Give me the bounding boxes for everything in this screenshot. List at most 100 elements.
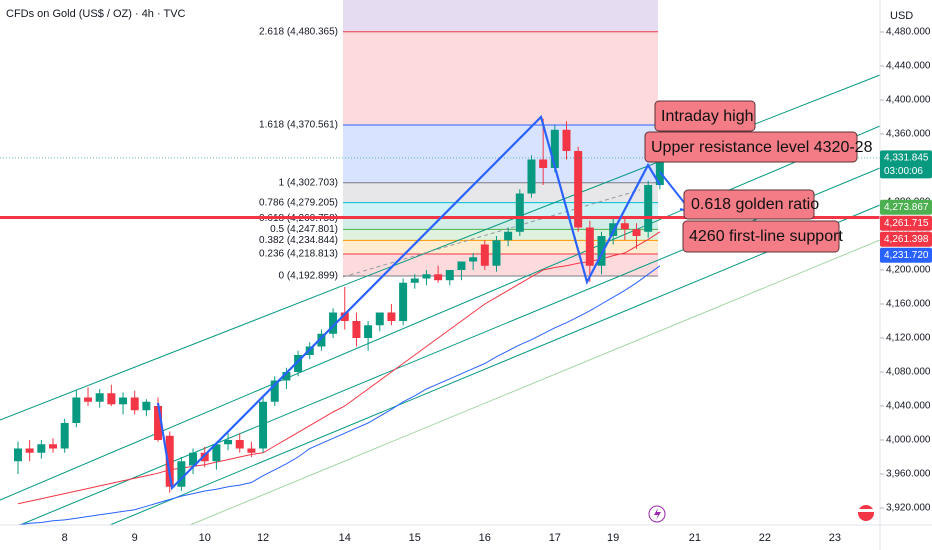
candle-body: [655, 157, 664, 186]
price-tag-label: 4,261.715: [884, 218, 929, 229]
x-tick-label: 14: [339, 532, 351, 544]
fib-band: [343, 229, 658, 241]
candle-body: [212, 444, 221, 462]
x-tick-label: 9: [132, 532, 138, 544]
price-tag-label: 4,231.720: [884, 250, 929, 261]
price-tag-label: 4,261.398: [884, 234, 929, 245]
candle-body: [177, 461, 186, 487]
y-tick-label: 4,400.000: [886, 95, 931, 106]
annotation-text: 4260 first-line support: [689, 228, 843, 245]
candle-body: [37, 444, 46, 453]
wave-line: [156, 114, 661, 491]
candle-body: [14, 448, 22, 462]
flag-icon[interactable]: [858, 505, 874, 521]
fib-label: 1 (4,302.703): [279, 177, 339, 188]
candle-body: [95, 393, 104, 402]
candle-body: [574, 151, 583, 228]
fib-label: 2.618 (4,480.365): [259, 26, 338, 37]
event-icon-glyph: [654, 508, 661, 520]
fib-label: 0.5 (4,247.801): [270, 224, 338, 235]
channel-line: [189, 239, 881, 526]
x-tick-label: 22: [759, 532, 771, 544]
x-tick-label: 21: [689, 532, 701, 544]
y-tick-label: 4,440.000: [886, 61, 931, 72]
candle-body: [235, 440, 244, 449]
fib-label: 0.236 (4,218.813): [259, 249, 338, 260]
candle-body: [620, 223, 629, 230]
channel-line: [0, 125, 881, 501]
fib-label: 1.618 (4,370.561): [259, 120, 338, 131]
y-tick-label: 4,040.000: [886, 401, 931, 412]
fib-band: [343, 125, 658, 183]
price-tag: [880, 231, 932, 247]
candle-body: [72, 397, 81, 424]
candle-body: [352, 321, 361, 339]
candle-body: [632, 229, 641, 237]
price-tag-countdown: 03:00:06: [884, 166, 923, 177]
annotation-text: Upper resistance level 4320-28: [651, 139, 873, 156]
annotation-text: Intraday high: [661, 108, 754, 125]
y-tick-label: 4,480.000: [886, 27, 931, 38]
x-tick-label: 10: [199, 532, 211, 544]
y-tick-label: 4,000.000: [886, 435, 931, 446]
price-tag: [880, 247, 932, 263]
x-tick-label: 17: [549, 532, 561, 544]
y-tick-label: 3,920.000: [886, 503, 931, 514]
candle-body: [480, 244, 489, 266]
flag-stripe: [858, 509, 874, 512]
candle-body: [165, 435, 174, 487]
annotation-text: 0.618 golden ratio: [691, 196, 819, 213]
x-tick-label: 16: [479, 532, 491, 544]
annotations: Intraday high Upper resistance level 432…: [644, 100, 873, 253]
candle-body: [585, 227, 594, 266]
currency: USD: [890, 10, 913, 22]
candle-body: [434, 274, 443, 281]
fib-label: 0.382 (4,234.844): [259, 235, 338, 246]
price-tag-label: 4,273.867: [884, 202, 929, 213]
candle-body: [294, 355, 303, 373]
y-tick-label: 3,960.000: [886, 469, 931, 480]
chart-title: CFDs on Gold (US$ / OZ) · 4h · TVC: [6, 8, 186, 20]
x-tick-label: 12: [257, 532, 269, 544]
trend-line: [342, 189, 641, 278]
annotation-box: [683, 189, 815, 220]
candle-body: [562, 129, 571, 152]
fib-extension-band: [343, 0, 658, 32]
annotation-box: [644, 131, 858, 163]
y-tick-label: 4,120.000: [886, 333, 931, 344]
candle-body: [49, 444, 58, 449]
candle-body: [25, 448, 34, 453]
candle-body: [375, 312, 384, 326]
annotation-box: [654, 100, 756, 132]
fib-band: [343, 31, 658, 126]
candle-body: [189, 452, 198, 466]
candle-body: [399, 282, 408, 322]
price-tag: [880, 199, 932, 215]
y-tick-label: 4,160.000: [886, 299, 931, 310]
candle-body: [445, 270, 454, 281]
candle-body: [504, 231, 513, 241]
candle-body: [422, 274, 431, 279]
candle-body: [469, 257, 478, 262]
fib-label: 0 (4,192.899): [279, 271, 339, 282]
candle-body: [515, 193, 524, 232]
moving-average: [17, 265, 661, 526]
candle-body: [539, 159, 548, 169]
y-tick-label: 4,080.000: [886, 367, 931, 378]
candle-body: [84, 397, 93, 402]
x-tick-label: 19: [607, 532, 619, 544]
candle-body: [410, 278, 419, 283]
candle-body: [130, 397, 139, 411]
candle-body: [340, 312, 349, 322]
candle-body: [317, 333, 326, 347]
moving-average: [17, 231, 661, 505]
x-tick-label: 15: [409, 532, 421, 544]
price-tag: [880, 150, 932, 179]
candle-body: [527, 159, 536, 194]
x-tick-label: 8: [62, 532, 68, 544]
x-tick-label: 23: [829, 532, 841, 544]
fib-band: [343, 182, 658, 203]
candle-body: [154, 406, 163, 441]
